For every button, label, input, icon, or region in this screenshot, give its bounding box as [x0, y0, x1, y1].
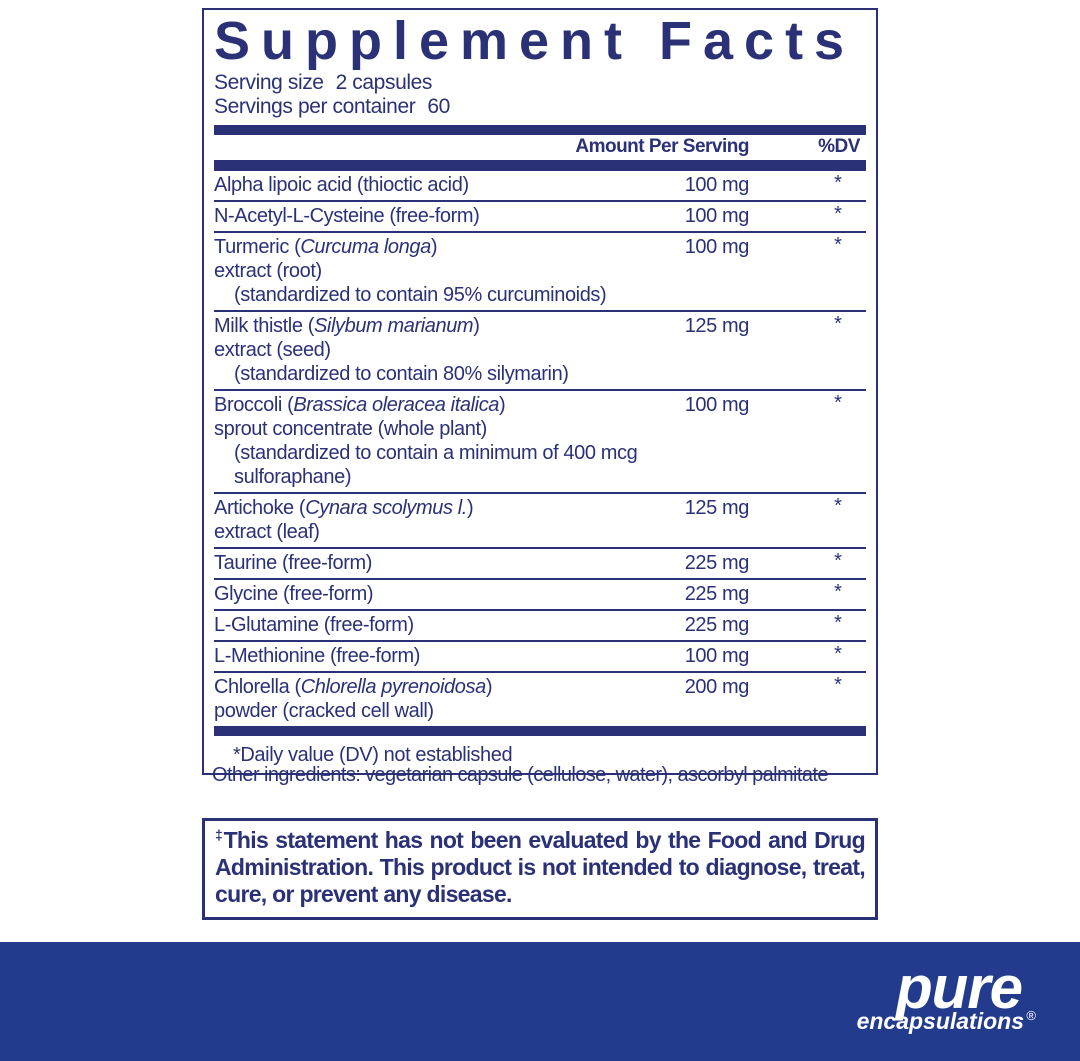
ingredient-amount: 100 mg [684, 236, 750, 258]
ingredient-dv: * [834, 392, 842, 414]
ingredient-name: Chlorella (Chlorella pyrenoidosa) powder … [214, 675, 684, 723]
ingredient-name-line: sprout concentrate (whole plant) [214, 418, 487, 440]
ingredient-row: N-Acetyl-L-Cysteine (free-form) 100 mg * [214, 200, 866, 231]
ingredient-name: Milk thistle (Silybum marianum) extract (… [214, 314, 684, 386]
ingredient-name: L-Methionine (free-form) [214, 644, 684, 668]
ingredient-name-line: Milk thistle (Silybum marianum) [214, 315, 480, 337]
ingredient-name: N-Acetyl-L-Cysteine (free-form) [214, 204, 684, 228]
serving-size-label: Serving size [214, 71, 324, 94]
ingredient-name-line: extract (seed) [214, 339, 331, 361]
ingredient-amount: 225 mg [684, 552, 750, 574]
registered-trademark-symbol: ® [1026, 1008, 1036, 1023]
servings-per-container-value: 60 [427, 95, 450, 118]
ingredient-name: Glycine (free-form) [214, 582, 684, 606]
divider-bar-top [214, 125, 866, 135]
ingredient-name-line: extract (root) [214, 260, 322, 282]
ingredient-name-line: (standardized to contain 80% silymarin) [234, 363, 569, 385]
fda-disclaimer-box: ‡This statement has not been evaluated b… [202, 818, 878, 920]
ingredient-row: Glycine (free-form) 225 mg * [214, 578, 866, 609]
supplement-facts-panel: Supplement Facts Serving size 2 capsules … [202, 8, 878, 775]
amount-per-serving-header: Amount Per Serving [575, 136, 749, 157]
ingredient-dv: * [834, 234, 842, 256]
double-dagger-mark: ‡ [215, 826, 224, 843]
ingredient-row: Milk thistle (Silybum marianum) extract (… [214, 310, 866, 389]
ingredient-row: Chlorella (Chlorella pyrenoidosa) powder … [214, 671, 866, 726]
serving-info: Serving size 2 capsules Servings per cont… [214, 71, 866, 119]
servings-per-container-line: Servings per container 60 [214, 95, 866, 119]
ingredient-dv: * [834, 203, 842, 225]
ingredient-row: Taurine (free-form) 225 mg * [214, 547, 866, 578]
ingredient-amount: 125 mg [684, 315, 750, 337]
ingredient-name: Alpha lipoic acid (thioctic acid) [214, 173, 684, 197]
ingredient-row: L-Methionine (free-form) 100 mg * [214, 640, 866, 671]
fda-disclaimer-text: ‡This statement has not been evaluated b… [215, 826, 866, 908]
ingredient-name-line: powder (cracked cell wall) [214, 700, 434, 722]
ingredient-dv: * [834, 643, 842, 665]
ingredient-name-line: Chlorella (Chlorella pyrenoidosa) [214, 676, 493, 698]
ingredient-dv: * [834, 581, 842, 603]
ingredient-amount: 200 mg [684, 676, 750, 698]
divider-bar-bottom [214, 726, 866, 736]
ingredient-table: Alpha lipoic acid (thioctic acid) 100 mg *… [214, 171, 866, 726]
ingredient-name-line: (standardized to contain a minimum of 40… [234, 442, 638, 488]
ingredient-amount: 100 mg [684, 205, 750, 227]
ingredient-row: Alpha lipoic acid (thioctic acid) 100 mg * [214, 171, 866, 200]
daily-value-footnote: *Daily value (DV) not established [233, 744, 513, 766]
ingredient-row: Artichoke (Cynara scolymus l.) extract (l… [214, 492, 866, 547]
ingredient-name-line: Broccoli (Brassica oleracea italica) [214, 394, 506, 416]
brand-band: pure ® encapsulations [0, 942, 1080, 1061]
ingredient-name-line: Glycine (free-form) [214, 583, 374, 605]
ingredient-name: Artichoke (Cynara scolymus l.) extract (l… [214, 496, 684, 544]
ingredient-row: Turmeric (Curcuma longa) extract (root) (s… [214, 231, 866, 310]
serving-size-value: 2 capsules [335, 71, 433, 94]
ingredient-dv: * [834, 313, 842, 335]
ingredient-row: L-Glutamine (free-form) 225 mg * [214, 609, 866, 640]
ingredient-name: Taurine (free-form) [214, 551, 684, 575]
ingredient-name: Turmeric (Curcuma longa) extract (root) (s… [214, 235, 684, 307]
ingredient-amount: 100 mg [684, 174, 750, 196]
ingredient-name-line: Alpha lipoic acid (thioctic acid) [214, 174, 469, 196]
ingredient-row: Broccoli (Brassica oleracea italica) spro… [214, 389, 866, 492]
fda-disclaimer-body: This statement has not been evaluated by… [215, 827, 866, 907]
ingredient-amount: 100 mg [684, 394, 750, 416]
percent-dv-header: %DV [818, 136, 860, 157]
divider-bar-header [214, 160, 866, 171]
ingredient-name: L-Glutamine (free-form) [214, 613, 684, 637]
ingredient-name-line: Artichoke (Cynara scolymus l.) [214, 497, 474, 519]
table-header-row: Amount Per Serving %DV [214, 135, 866, 160]
supplement-facts-title: Supplement Facts [214, 11, 856, 71]
other-ingredients-text: Other ingredients: vegetarian capsule (c… [212, 764, 828, 786]
ingredient-name-line: Taurine (free-form) [214, 552, 372, 574]
ingredient-amount: 225 mg [684, 583, 750, 605]
ingredient-name-line: (standardized to contain 95% curcuminoid… [234, 284, 607, 306]
ingredient-dv: * [834, 172, 842, 194]
servings-per-container-label: Servings per container [214, 95, 416, 118]
ingredient-dv: * [834, 495, 842, 517]
ingredient-dv: * [834, 674, 842, 696]
ingredient-dv: * [834, 550, 842, 572]
ingredient-name-line: extract (leaf) [214, 521, 320, 543]
pure-encapsulations-logo: pure ® encapsulations [856, 954, 1036, 1034]
ingredient-name: Broccoli (Brassica oleracea italica) spro… [214, 393, 684, 489]
ingredient-name-line: N-Acetyl-L-Cysteine (free-form) [214, 205, 480, 227]
ingredient-name-line: L-Methionine (free-form) [214, 645, 421, 667]
ingredient-amount: 125 mg [684, 497, 750, 519]
logo-pure-wordmark: pure [895, 954, 1023, 1021]
ingredient-amount: 225 mg [684, 614, 750, 636]
ingredient-amount: 100 mg [684, 645, 750, 667]
ingredient-name-line: Turmeric (Curcuma longa) [214, 236, 438, 258]
ingredient-dv: * [834, 612, 842, 634]
ingredient-name-line: L-Glutamine (free-form) [214, 614, 414, 636]
logo-encapsulations-wordmark: encapsulations [856, 1008, 1024, 1034]
serving-size-line: Serving size 2 capsules [214, 71, 866, 95]
